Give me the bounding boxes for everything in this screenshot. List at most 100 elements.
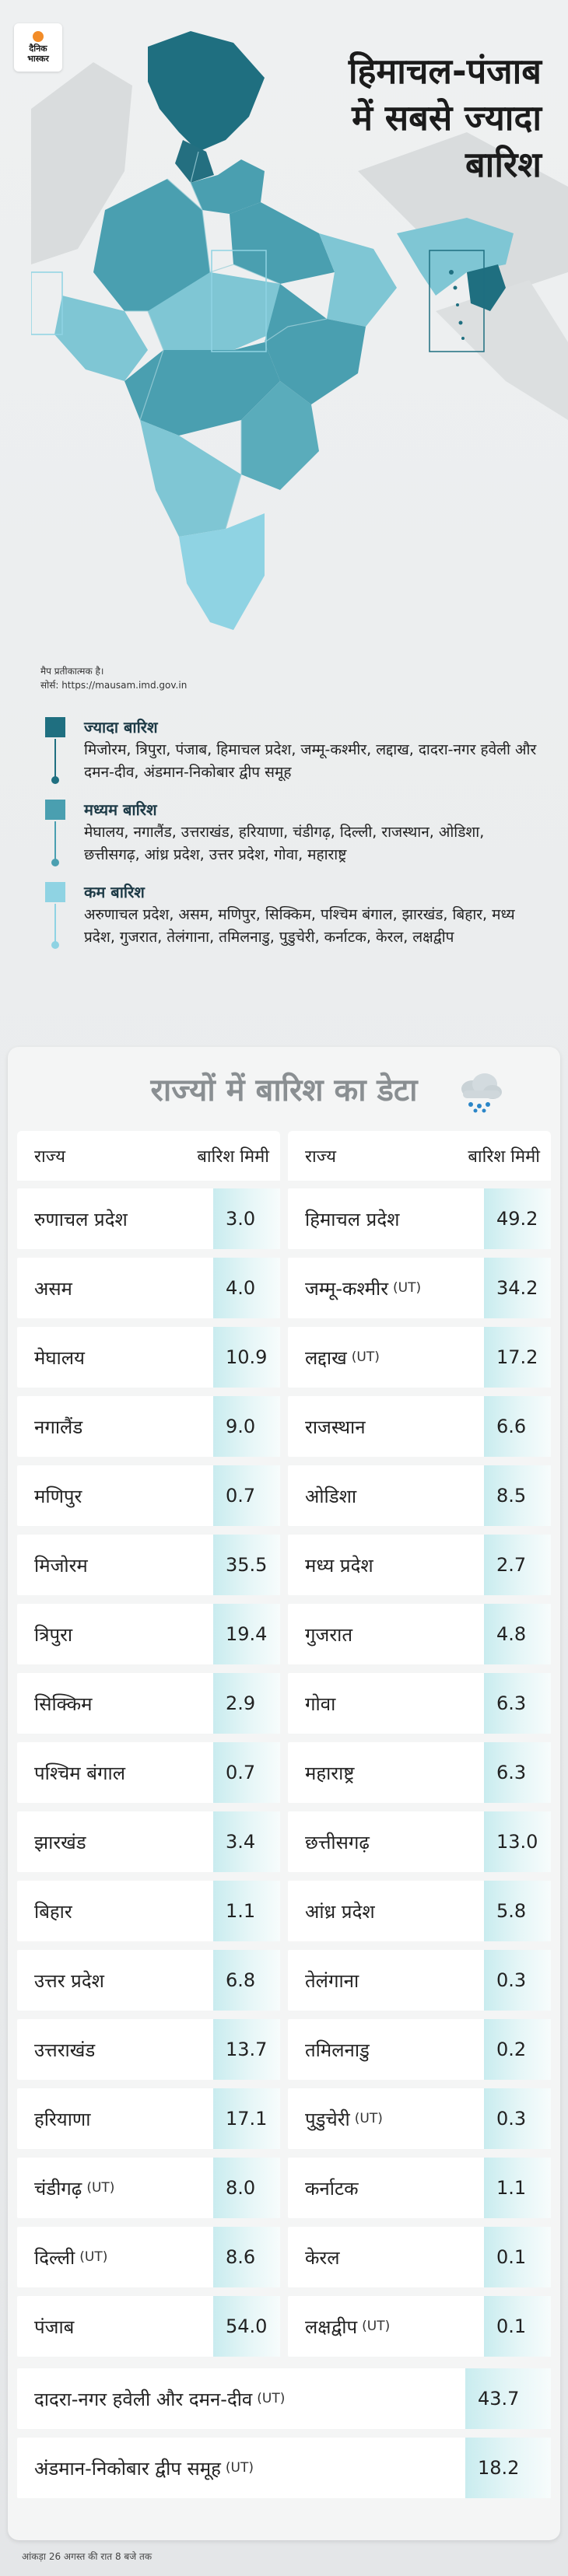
rain-value: 6.6 bbox=[484, 1396, 551, 1457]
state-cell: लक्षद्वीप (UT) bbox=[288, 2296, 484, 2357]
state-cell: तेलंगाना bbox=[288, 1950, 484, 2011]
state-name: झारखंड bbox=[34, 1831, 86, 1853]
state-cell: आंध्र प्रदेश bbox=[288, 1881, 484, 1941]
state-name: आंध्र प्रदेश bbox=[305, 1900, 375, 1923]
table-column-left: राज्य बारिश मिमी रुणाचल प्रदेश 3.0 असम 4.0 म… bbox=[17, 1131, 280, 2365]
state-name: दिल्ली bbox=[34, 2246, 75, 2269]
sun-icon bbox=[33, 31, 44, 42]
state-cell: दादरा-नगर हवेली और दमन-दीव (UT) bbox=[17, 2368, 465, 2429]
state-name: अंडमान-निकोबार द्वीप समूह bbox=[34, 2457, 221, 2480]
legend-swatch-high bbox=[45, 717, 65, 737]
legend-item-low: कम बारिश अरुणाचल प्रदेश, असम, मणिपुर, सि… bbox=[40, 880, 538, 949]
rain-value: 13.0 bbox=[484, 1811, 551, 1872]
rain-value: 3.0 bbox=[213, 1188, 280, 1249]
state-name: राजस्थान bbox=[305, 1416, 366, 1438]
table-row: आंध्र प्रदेश 5.8 bbox=[288, 1881, 551, 1941]
table-row: लक्षद्वीप (UT) 0.1 bbox=[288, 2296, 551, 2357]
state-name: पश्चिम बंगाल bbox=[34, 1762, 125, 1784]
header-rain: बारिश मिमी bbox=[468, 1147, 540, 1167]
state-cell: जम्मू-कश्मीर (UT) bbox=[288, 1258, 484, 1318]
table-row: लद्दाख (UT) 17.2 bbox=[288, 1327, 551, 1388]
table-row: असम 4.0 bbox=[17, 1258, 280, 1318]
table-row: दादरा-नगर हवेली और दमन-दीव (UT) 43.7 bbox=[17, 2368, 551, 2429]
ut-tag: (UT) bbox=[86, 2180, 115, 2196]
map-disclaimer: मैप प्रतीकात्मक है। bbox=[40, 666, 104, 677]
state-cell: पुडुचेरी (UT) bbox=[288, 2088, 484, 2149]
state-name: असम bbox=[34, 1277, 72, 1300]
table-row: गोवा 6.3 bbox=[288, 1673, 551, 1734]
table-row: अंडमान-निकोबार द्वीप समूह (UT) 18.2 bbox=[17, 2438, 551, 2498]
header-state: राज्य bbox=[305, 1147, 337, 1167]
rain-value: 8.0 bbox=[213, 2158, 280, 2218]
logo-line-1: दैनिक bbox=[29, 44, 47, 54]
table-title: राज्यों में बारिश का डेटा bbox=[150, 1073, 418, 1108]
state-cell: हरियाणा bbox=[17, 2088, 213, 2149]
state-cell: चंडीगढ़ (UT) bbox=[17, 2158, 213, 2218]
state-name: पंजाब bbox=[34, 2315, 75, 2338]
rain-value: 2.9 bbox=[213, 1673, 280, 1734]
table-row: सिक्किम 2.9 bbox=[17, 1673, 280, 1734]
rain-value: 2.7 bbox=[484, 1535, 551, 1595]
state-cell: तमिलनाडु bbox=[288, 2019, 484, 2080]
table-column-right: राज्य बारिश मिमी हिमाचल प्रदेश 49.2 जम्मू-… bbox=[288, 1131, 551, 2365]
legend-item-high: ज्यादा बारिश मिजोरम, त्रिपुरा, पंजाब, हि… bbox=[40, 716, 538, 784]
state-name: उत्तराखंड bbox=[34, 2039, 96, 2061]
state-cell: पश्चिम बंगाल bbox=[17, 1742, 213, 1803]
headline-line-1: हिमाचल-पंजाब bbox=[348, 51, 542, 92]
table-row: महाराष्ट्र 6.3 bbox=[288, 1742, 551, 1803]
state-name: गुजरात bbox=[305, 1623, 353, 1646]
data-footnote: आंकड़ा 26 अगस्त की रात 8 बजे तक bbox=[22, 2551, 153, 2562]
map-source: सोर्स: https://mausam.imd.gov.in bbox=[40, 680, 188, 691]
state-cell: छत्तीसगढ़ bbox=[288, 1811, 484, 1872]
rain-value: 34.2 bbox=[484, 1258, 551, 1318]
map-north-high bbox=[148, 31, 265, 152]
table-row: कर्नाटक 1.1 bbox=[288, 2158, 551, 2218]
state-cell: बिहार bbox=[17, 1881, 213, 1941]
rain-value: 0.7 bbox=[213, 1742, 280, 1803]
table-row: तेलंगाना 0.3 bbox=[288, 1950, 551, 2011]
state-cell: हिमाचल प्रदेश bbox=[288, 1188, 484, 1249]
table-row: पंजाब 54.0 bbox=[17, 2296, 280, 2357]
state-cell: महाराष्ट्र bbox=[288, 1742, 484, 1803]
rain-value: 6.3 bbox=[484, 1742, 551, 1803]
state-cell: असम bbox=[17, 1258, 213, 1318]
legend-text-medium: मेघालय, नगालैंड, उत्तराखंड, हरियाणा, चंड… bbox=[84, 824, 485, 863]
legend-title-medium: मध्यम बारिश bbox=[84, 800, 157, 819]
rain-value: 17.2 bbox=[484, 1327, 551, 1388]
state-name: गोवा bbox=[305, 1692, 336, 1715]
rain-value: 0.1 bbox=[484, 2227, 551, 2287]
state-name: लक्षद्वीप bbox=[305, 2315, 358, 2338]
ut-tag: (UT) bbox=[354, 2111, 383, 2126]
state-cell: दिल्ली (UT) bbox=[17, 2227, 213, 2287]
map-source-note: मैप प्रतीकात्मक है। सोर्स: https://mausa… bbox=[40, 664, 187, 692]
state-cell: गोवा bbox=[288, 1673, 484, 1734]
table-row: छत्तीसगढ़ 13.0 bbox=[288, 1811, 551, 1872]
rain-value: 0.3 bbox=[484, 1950, 551, 2011]
state-name: ओडिशा bbox=[305, 1485, 357, 1507]
table-row: रुणाचल प्रदेश 3.0 bbox=[17, 1188, 280, 1249]
rain-value: 17.1 bbox=[213, 2088, 280, 2149]
state-name: सिक्किम bbox=[34, 1692, 93, 1715]
state-cell: कर्नाटक bbox=[288, 2158, 484, 2218]
rain-value: 4.0 bbox=[213, 1258, 280, 1318]
rain-cloud-icon bbox=[461, 1073, 502, 1113]
table-row: गुजरात 4.8 bbox=[288, 1604, 551, 1664]
rain-value: 1.1 bbox=[484, 2158, 551, 2218]
table-row: झारखंड 3.4 bbox=[17, 1811, 280, 1872]
state-name: दादरा-नगर हवेली और दमन-दीव bbox=[34, 2388, 253, 2410]
rainfall-table-card: राज्यों में बारिश का डेटा राज्य बारिश मि… bbox=[8, 1047, 560, 2540]
state-cell: उत्तराखंड bbox=[17, 2019, 213, 2080]
rain-value: 13.7 bbox=[213, 2019, 280, 2080]
state-name: केरल bbox=[305, 2246, 340, 2269]
state-name: तमिलनाडु bbox=[305, 2039, 370, 2061]
state-name: चंडीगढ़ bbox=[34, 2177, 82, 2200]
rain-value: 0.2 bbox=[484, 2019, 551, 2080]
headline-line-3: बारिश bbox=[465, 144, 542, 185]
rain-value: 4.8 bbox=[484, 1604, 551, 1664]
table-row: मणिपुर 0.7 bbox=[17, 1465, 280, 1526]
table-row: नगालैंड 9.0 bbox=[17, 1396, 280, 1457]
state-cell: ओडिशा bbox=[288, 1465, 484, 1526]
state-name: लद्दाख bbox=[305, 1346, 347, 1369]
state-cell: गुजरात bbox=[288, 1604, 484, 1664]
state-cell: पंजाब bbox=[17, 2296, 213, 2357]
